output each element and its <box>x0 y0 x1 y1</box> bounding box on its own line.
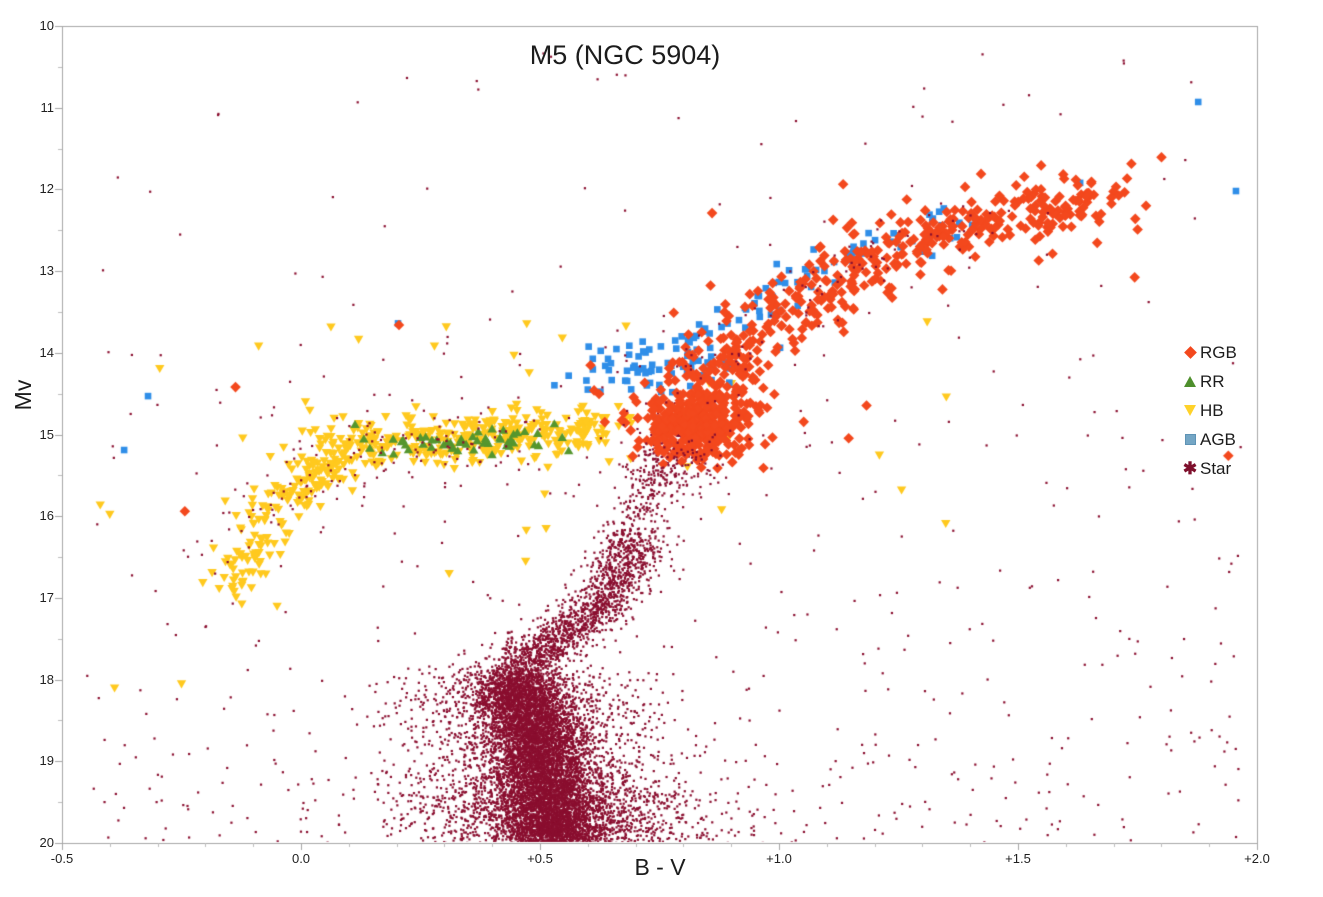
square-icon <box>1183 433 1197 447</box>
triangle-down-icon <box>1183 404 1197 418</box>
x-tick-label: +2.0 <box>1244 851 1270 866</box>
x-tick-label: -0.5 <box>50 851 74 866</box>
x-tick-label: +0.5 <box>527 851 553 866</box>
y-tick-label: 12 <box>39 181 54 197</box>
star-icon: ✱ <box>1182 458 1198 478</box>
y-tick-label: 13 <box>39 263 54 279</box>
x-axis-label: B - V <box>634 854 686 880</box>
legend-label: Star <box>1200 458 1232 478</box>
legend: RGB RR HB AGB ✱ Star <box>1183 338 1237 483</box>
y-tick-label: 10 <box>39 18 54 33</box>
y-tick-label: 17 <box>39 589 54 605</box>
legend-item-rgb: RGB <box>1183 338 1237 367</box>
x-tick-label: +1.5 <box>1005 851 1031 866</box>
legend-item-hb: HB <box>1183 396 1237 425</box>
y-tick-label: 18 <box>39 671 54 687</box>
legend-label: AGB <box>1200 429 1236 449</box>
y-tick-label: 20 <box>39 835 54 850</box>
legend-item-star: ✱ Star <box>1183 454 1237 483</box>
diamond-icon <box>1183 346 1197 360</box>
legend-label: HB <box>1200 400 1224 420</box>
chart-title: M5 (NGC 5904) <box>529 40 721 70</box>
y-tick-label: 15 <box>39 426 54 442</box>
y-tick-label: 19 <box>39 753 54 769</box>
triangle-up-icon <box>1183 375 1197 389</box>
legend-item-rr: RR <box>1183 367 1237 396</box>
legend-label: RGB <box>1200 342 1237 362</box>
legend-label: RR <box>1200 371 1225 391</box>
legend-item-agb: AGB <box>1183 425 1237 454</box>
x-tick-label: 0.0 <box>291 851 311 866</box>
y-tick-label: 16 <box>39 508 54 524</box>
y-tick-label: 14 <box>39 344 54 360</box>
y-axis-label: Mv <box>9 379 36 411</box>
y-tick-label: 11 <box>40 99 55 115</box>
x-tick-label: +1.0 <box>766 851 792 866</box>
